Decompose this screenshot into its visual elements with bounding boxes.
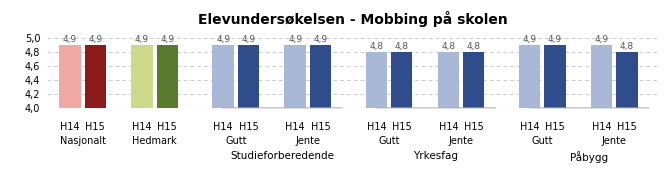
Bar	[616, 52, 638, 108]
Text: Studieforberedende: Studieforberedende	[231, 151, 334, 161]
Text: H15: H15	[311, 122, 331, 132]
Text: H14: H14	[439, 122, 458, 132]
Bar	[366, 52, 387, 108]
Bar	[84, 45, 106, 108]
Bar	[438, 52, 459, 108]
Bar	[285, 45, 306, 108]
Text: H15: H15	[392, 122, 412, 132]
Text: Påbygg: Påbygg	[570, 151, 608, 163]
Bar	[310, 45, 331, 108]
Bar	[131, 45, 152, 108]
Text: 4,9: 4,9	[523, 35, 537, 44]
Text: H14: H14	[520, 122, 539, 132]
Text: 4,8: 4,8	[442, 42, 456, 51]
Text: 4,9: 4,9	[595, 35, 608, 44]
Text: Gutt: Gutt	[378, 136, 400, 146]
Bar	[591, 45, 612, 108]
Bar	[59, 45, 80, 108]
Text: 4,9: 4,9	[88, 35, 102, 44]
Text: H15: H15	[239, 122, 259, 132]
Text: H15: H15	[85, 122, 105, 132]
Text: H14: H14	[132, 122, 152, 132]
Text: 4,9: 4,9	[548, 35, 562, 44]
Text: Gutt: Gutt	[531, 136, 553, 146]
Bar	[545, 45, 566, 108]
Text: 4,9: 4,9	[135, 35, 149, 44]
Title: Elevundersøkelsen - Mobbing på skolen: Elevundersøkelsen - Mobbing på skolen	[198, 11, 507, 27]
Text: 4,8: 4,8	[395, 42, 409, 51]
Text: 4,8: 4,8	[369, 42, 384, 51]
Text: 4,9: 4,9	[216, 35, 230, 44]
Text: 4,8: 4,8	[620, 42, 634, 51]
Text: 4,9: 4,9	[313, 35, 328, 44]
Bar	[156, 45, 178, 108]
Bar	[519, 45, 541, 108]
Text: 4,8: 4,8	[467, 42, 481, 51]
Text: Hedmark: Hedmark	[132, 136, 177, 146]
Text: 4,9: 4,9	[160, 35, 174, 44]
Text: Yrkesfag: Yrkesfag	[413, 151, 458, 161]
Text: H15: H15	[617, 122, 637, 132]
Text: 4,9: 4,9	[241, 35, 255, 44]
Text: H14: H14	[213, 122, 233, 132]
Text: Nasjonalt: Nasjonalt	[60, 136, 106, 146]
Bar	[213, 45, 234, 108]
Text: 4,9: 4,9	[63, 35, 77, 44]
Bar	[463, 52, 484, 108]
Text: Jente: Jente	[449, 136, 473, 146]
Text: Gutt: Gutt	[225, 136, 247, 146]
Text: Jente: Jente	[295, 136, 321, 146]
Text: H14: H14	[60, 122, 80, 132]
Text: H15: H15	[545, 122, 565, 132]
Text: 4,9: 4,9	[288, 35, 302, 44]
Text: H15: H15	[464, 122, 483, 132]
Text: H14: H14	[285, 122, 305, 132]
Text: Jente: Jente	[602, 136, 627, 146]
Text: H15: H15	[158, 122, 177, 132]
Bar	[238, 45, 259, 108]
Text: H14: H14	[592, 122, 612, 132]
Text: H14: H14	[366, 122, 386, 132]
Bar	[391, 52, 412, 108]
